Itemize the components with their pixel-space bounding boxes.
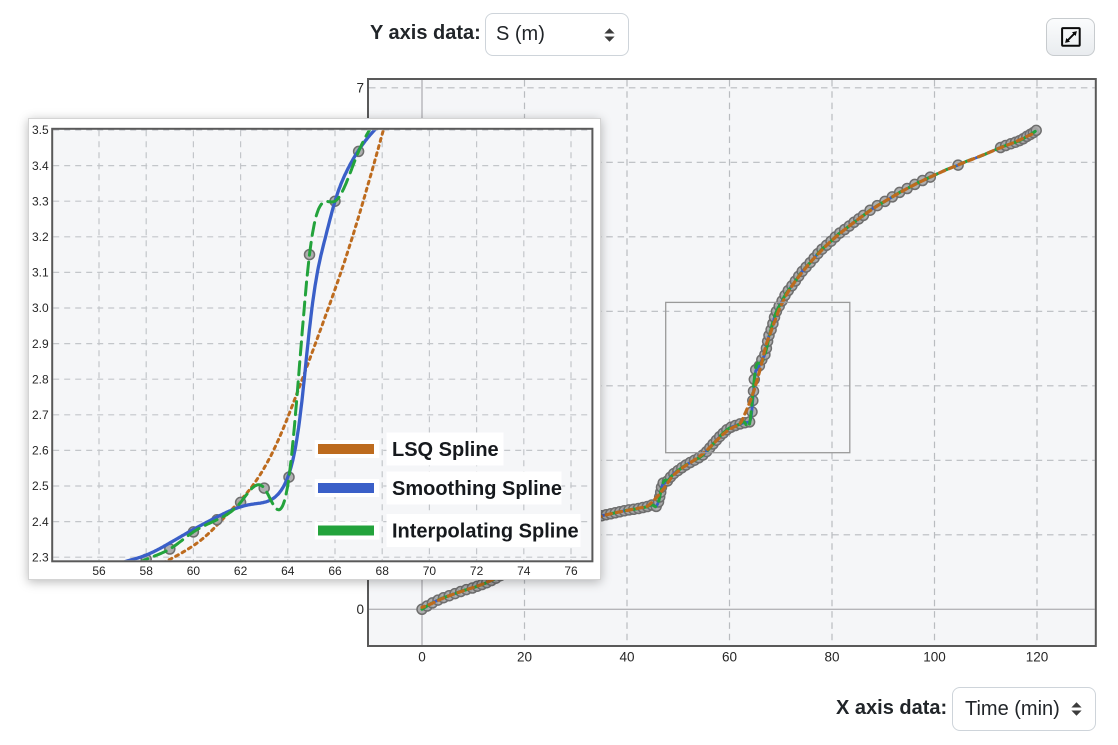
svg-text:66: 66 <box>328 564 342 578</box>
svg-text:2.7: 2.7 <box>32 408 49 422</box>
svg-text:LSQ Spline: LSQ Spline <box>392 439 499 461</box>
svg-text:0: 0 <box>356 602 364 617</box>
svg-text:7: 7 <box>356 80 364 95</box>
svg-text:2.3: 2.3 <box>32 550 49 564</box>
svg-text:64: 64 <box>281 564 295 578</box>
svg-text:3.2: 3.2 <box>32 230 49 244</box>
svg-text:56: 56 <box>92 564 106 578</box>
svg-text:80: 80 <box>824 650 839 665</box>
svg-text:68: 68 <box>376 564 390 578</box>
svg-text:2.5: 2.5 <box>32 479 49 493</box>
svg-text:100: 100 <box>923 650 946 665</box>
svg-text:2.6: 2.6 <box>32 444 49 458</box>
svg-text:2.9: 2.9 <box>32 337 49 351</box>
svg-text:2.8: 2.8 <box>32 372 49 386</box>
svg-text:2.4: 2.4 <box>32 515 49 529</box>
svg-text:76: 76 <box>564 564 578 578</box>
svg-text:60: 60 <box>187 564 201 578</box>
svg-text:Interpolating Spline: Interpolating Spline <box>392 521 579 543</box>
svg-text:120: 120 <box>1026 650 1049 665</box>
svg-text:0: 0 <box>418 650 426 665</box>
svg-text:20: 20 <box>517 650 532 665</box>
svg-text:70: 70 <box>423 564 437 578</box>
svg-text:62: 62 <box>234 564 248 578</box>
svg-text:72: 72 <box>470 564 484 578</box>
svg-text:3.0: 3.0 <box>32 301 49 315</box>
svg-text:58: 58 <box>140 564 154 578</box>
svg-text:Smoothing Spline: Smoothing Spline <box>392 478 562 500</box>
svg-text:74: 74 <box>517 564 531 578</box>
svg-text:60: 60 <box>722 650 737 665</box>
svg-text:40: 40 <box>619 650 634 665</box>
svg-text:3.1: 3.1 <box>32 266 49 280</box>
svg-text:3.3: 3.3 <box>32 194 49 208</box>
svg-text:3.5: 3.5 <box>32 123 49 137</box>
svg-text:3.4: 3.4 <box>32 159 49 173</box>
